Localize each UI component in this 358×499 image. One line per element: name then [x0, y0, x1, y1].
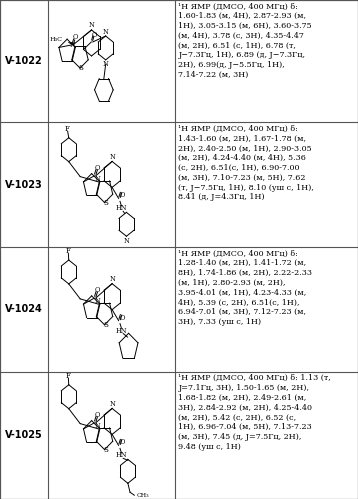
Text: O: O [72, 33, 78, 41]
Text: F: F [65, 372, 70, 380]
Text: N: N [88, 21, 95, 29]
Text: N: N [103, 27, 108, 35]
Text: F: F [64, 125, 69, 133]
Text: S: S [79, 64, 83, 72]
Text: N: N [109, 400, 115, 408]
Text: V-1022: V-1022 [5, 56, 43, 66]
Text: O: O [119, 438, 125, 447]
Text: N: N [70, 41, 76, 49]
Text: HN: HN [116, 326, 127, 335]
Text: V-1025: V-1025 [5, 430, 43, 441]
Text: CH₃: CH₃ [137, 493, 149, 498]
Text: O: O [119, 313, 125, 322]
Text: S: S [103, 321, 108, 329]
Text: V-1024: V-1024 [5, 304, 43, 314]
Text: ¹Н ЯМР (ДМСО, 400 МГц) δ:
1.60-1.83 (м, 4H), 2.87-2.93 (м,
1H), 3.05-3.15 (м, 6H: ¹Н ЯМР (ДМСО, 400 МГц) δ: 1.60-1.83 (м, … [178, 2, 312, 79]
Text: N: N [109, 153, 115, 161]
Text: N: N [109, 275, 115, 283]
Text: O: O [91, 31, 97, 39]
Text: N: N [103, 60, 108, 68]
Text: O: O [95, 164, 101, 172]
Text: ¹Н ЯМР (ДМСО, 400 МГц) δ: 1.13 (т,
J=7.1Гц, 3H), 1.50-1.65 (м, 2H),
1.68-1.82 (м: ¹Н ЯМР (ДМСО, 400 МГц) δ: 1.13 (т, J=7.1… [178, 374, 331, 451]
Text: H₃C: H₃C [50, 37, 63, 42]
Text: HN: HN [116, 451, 127, 460]
Text: F: F [65, 247, 70, 255]
Text: O: O [95, 286, 101, 294]
Text: N: N [95, 175, 100, 183]
Text: N: N [95, 297, 100, 305]
Text: N: N [124, 237, 130, 245]
Text: S: S [103, 199, 108, 207]
Text: ¹Н ЯМР (ДМСО, 400 МГц) δ:
1.43-1.60 (м, 2H), 1.67-1.78 (м,
2H), 2.40-2.50 (м, 1H: ¹Н ЯМР (ДМСО, 400 МГц) δ: 1.43-1.60 (м, … [178, 125, 314, 202]
Text: V-1023: V-1023 [5, 180, 43, 190]
Text: O: O [119, 191, 125, 200]
Text: O: O [95, 411, 101, 419]
Text: N: N [95, 422, 100, 430]
Text: ¹Н ЯМР (ДМСО, 400 МГц) δ:
1.28-1.40 (м, 2H), 1.41-1.72 (м,
8H), 1.74-1.86 (м, 2H: ¹Н ЯМР (ДМСО, 400 МГц) δ: 1.28-1.40 (м, … [178, 250, 312, 326]
Text: HN: HN [116, 204, 127, 213]
Text: S: S [103, 446, 108, 454]
